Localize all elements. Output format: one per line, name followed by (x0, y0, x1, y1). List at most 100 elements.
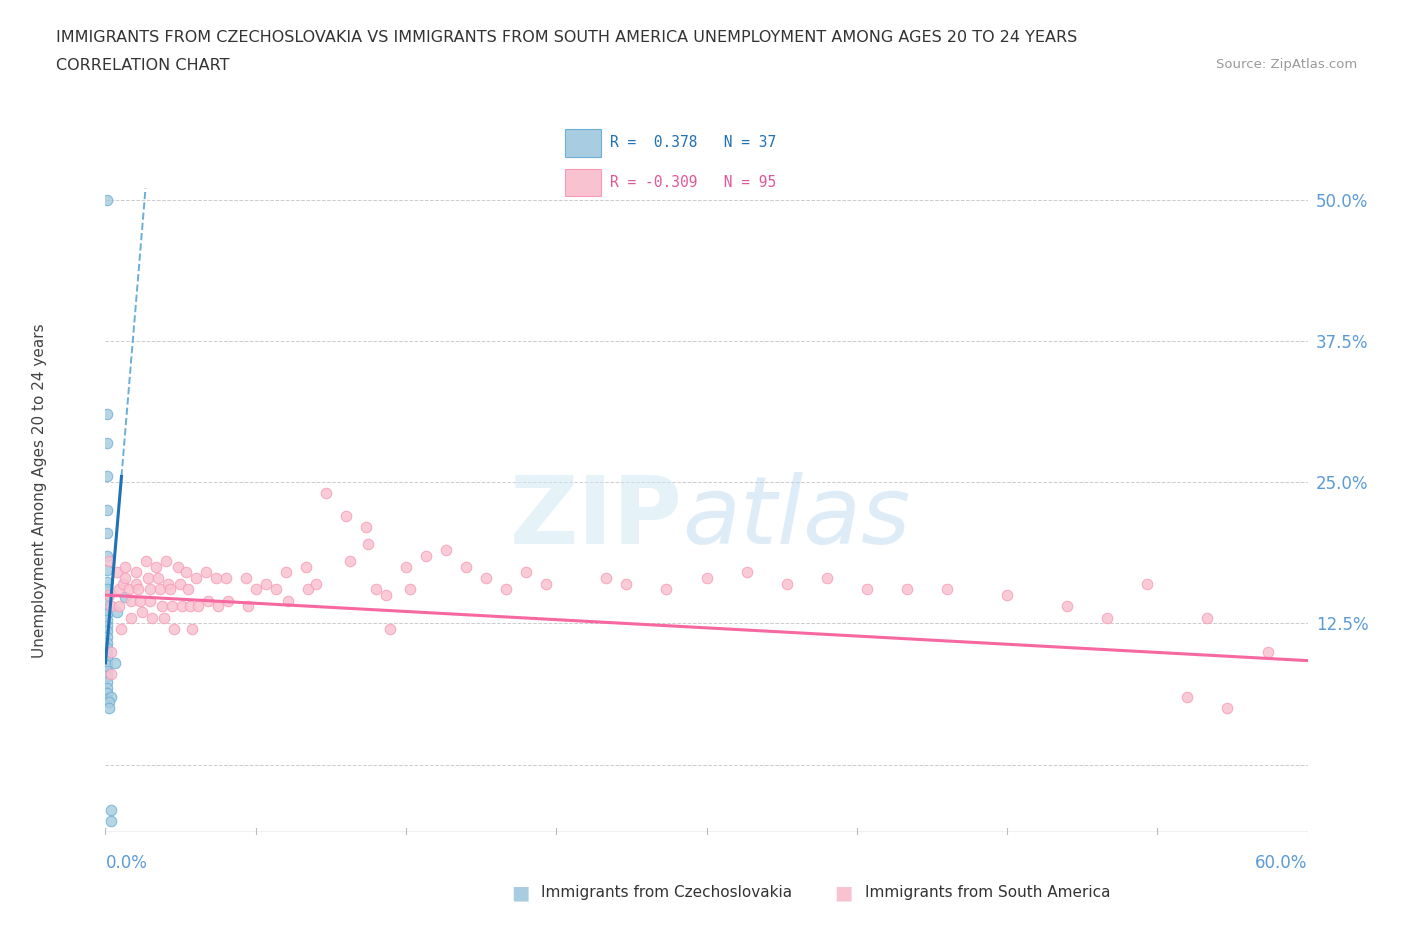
Point (108, 599, 131, 614)
Text: ■: ■ (834, 884, 853, 902)
Point (1197, 610, 1219, 625)
Point (148, 582, 170, 597)
Point (96, 686, 118, 701)
Bar (565, 129, 600, 156)
Point (96, 624, 118, 639)
Point (454, 560, 477, 575)
Point (176, 582, 198, 597)
Text: Immigrants from Czechoslovakia: Immigrants from Czechoslovakia (541, 885, 793, 900)
Point (141, 610, 163, 625)
Point (174, 565, 197, 580)
Point (150, 599, 173, 614)
Point (114, 560, 136, 575)
Point (100, 814, 122, 829)
Point (96, 630, 118, 644)
Point (815, 571, 838, 586)
Point (207, 599, 229, 614)
Point (104, 656, 127, 671)
Point (187, 599, 209, 614)
Point (100, 667, 122, 682)
Text: ■: ■ (510, 884, 530, 902)
Point (1097, 610, 1119, 625)
Point (1136, 577, 1159, 591)
Text: 0.0%: 0.0% (105, 854, 148, 872)
Point (121, 593, 143, 608)
Point (107, 565, 129, 580)
Point (136, 571, 159, 586)
Point (160, 599, 183, 614)
Point (98, 588, 121, 603)
Point (197, 593, 219, 608)
Point (735, 565, 758, 580)
Point (96, 613, 118, 628)
Point (995, 588, 1018, 603)
Text: Unemployment Among Ages 20 to 24 years: Unemployment Among Ages 20 to 24 years (32, 324, 46, 658)
Point (179, 599, 201, 614)
Point (108, 582, 131, 597)
Point (146, 571, 169, 586)
Point (127, 582, 149, 597)
Point (170, 599, 193, 614)
Point (96, 595, 118, 610)
Point (936, 582, 959, 597)
Point (96, 525, 118, 540)
Text: R = -0.309   N = 95: R = -0.309 N = 95 (610, 175, 776, 190)
Point (96, 574, 118, 589)
Point (96, 469, 118, 484)
Point (152, 610, 174, 625)
Point (121, 610, 143, 625)
Point (96, 563, 118, 578)
Point (96, 652, 118, 667)
Point (295, 560, 318, 575)
Point (277, 593, 299, 608)
Point (534, 577, 557, 591)
Point (166, 560, 188, 575)
Point (616, 577, 638, 591)
Text: atlas: atlas (682, 472, 911, 564)
Point (118, 582, 141, 597)
Point (297, 582, 319, 597)
Point (96, 669, 118, 684)
Point (128, 593, 150, 608)
Point (114, 571, 136, 586)
Text: ZIP: ZIP (509, 472, 682, 564)
Point (434, 542, 457, 557)
Text: Source: ZipAtlas.com: Source: ZipAtlas.com (1216, 58, 1357, 71)
Point (357, 537, 380, 551)
Point (96, 680, 118, 695)
Point (96, 582, 118, 597)
Point (217, 593, 239, 608)
Point (169, 577, 191, 591)
Point (254, 577, 277, 591)
Point (96, 618, 118, 633)
Point (96, 406, 118, 421)
Point (335, 509, 357, 524)
Point (194, 565, 217, 580)
Point (156, 577, 179, 591)
Point (236, 599, 259, 614)
Point (264, 582, 287, 597)
Point (124, 577, 146, 591)
Point (515, 565, 537, 580)
Point (96, 635, 118, 650)
Text: CORRELATION CHART: CORRELATION CHART (56, 58, 229, 73)
Point (399, 582, 422, 597)
Point (696, 571, 718, 586)
Point (138, 593, 160, 608)
Point (96, 590, 118, 604)
Point (98, 700, 121, 715)
Point (135, 553, 157, 568)
Point (96, 658, 118, 672)
Point (131, 604, 153, 619)
Point (475, 571, 498, 586)
Point (114, 590, 136, 604)
Point (96, 435, 118, 450)
Text: IMMIGRANTS FROM CZECHOSLOVAKIA VS IMMIGRANTS FROM SOUTH AMERICA UNEMPLOYMENT AMO: IMMIGRANTS FROM CZECHOSLOVAKIA VS IMMIGR… (56, 30, 1077, 45)
Point (96, 663, 118, 678)
Point (855, 582, 877, 597)
Text: 60.0%: 60.0% (1256, 854, 1308, 872)
Point (159, 582, 181, 597)
Point (374, 588, 398, 603)
Point (235, 571, 257, 586)
Point (124, 565, 146, 580)
